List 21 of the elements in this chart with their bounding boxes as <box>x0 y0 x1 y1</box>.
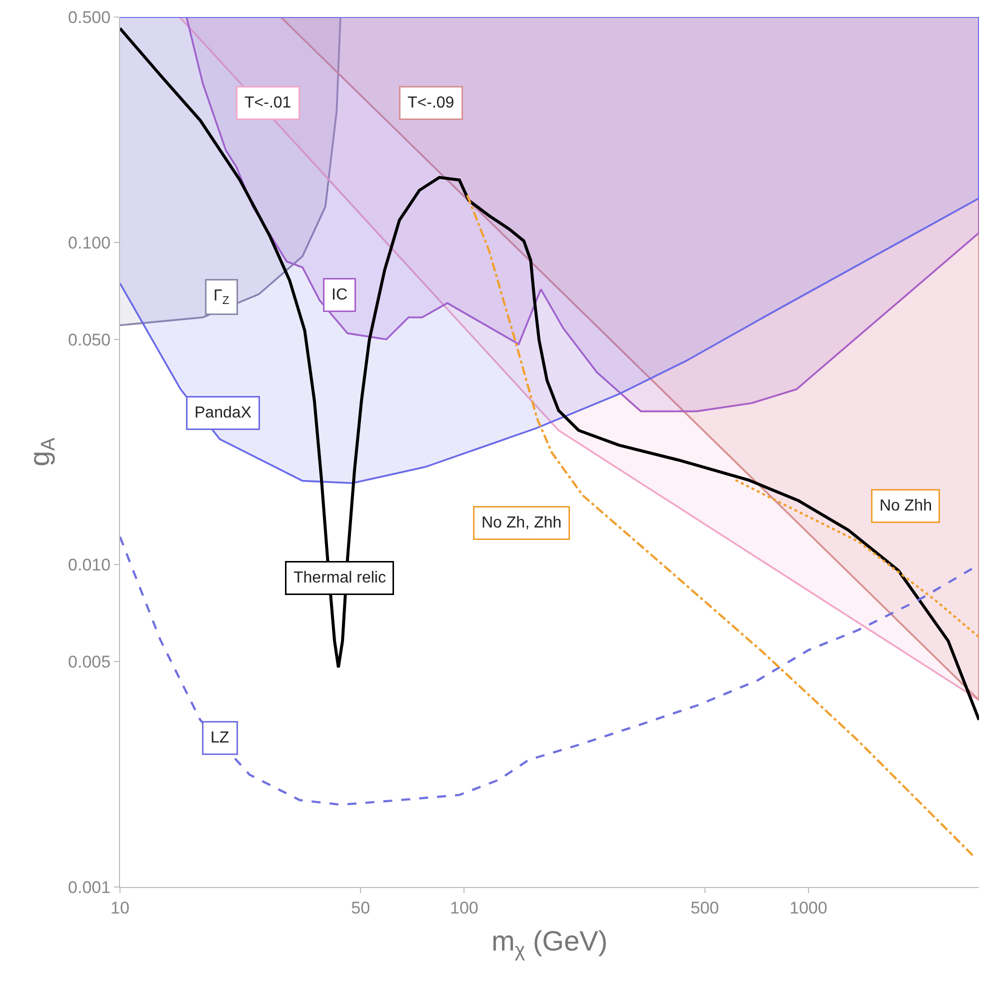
x-tick-label: 100 <box>450 898 478 918</box>
series-label: Γ$_{Z}$ <box>214 288 230 307</box>
y-tick-label: 0.500 <box>68 8 111 27</box>
series-label: T<-.01 <box>244 94 292 112</box>
text: No Zhh <box>880 498 932 514</box>
x-tick-label: 10 <box>110 898 130 918</box>
x-tick-label: 500 <box>690 898 719 918</box>
y-tick-label: 0.100 <box>68 233 111 252</box>
x-tick-label: 50 <box>351 898 370 918</box>
y-tick-label: 0.010 <box>68 556 111 575</box>
y-tick-label: 0.005 <box>68 652 111 672</box>
series-label: LZ <box>210 730 230 746</box>
y-tick-label: 0.050 <box>68 330 111 350</box>
series-label: Thermal relic <box>294 570 386 586</box>
series-label: No Zh, Zhh <box>482 514 562 532</box>
series-label: T<-.09 <box>408 94 454 112</box>
x-axis-title: m$_{χ}$ (GeV) <box>491 926 608 962</box>
y-tick-label: 0.001 <box>68 878 111 897</box>
series-label: PandaX <box>194 404 252 422</box>
series-label: IC <box>332 286 348 304</box>
x-tick-label: 1000 <box>790 898 828 918</box>
